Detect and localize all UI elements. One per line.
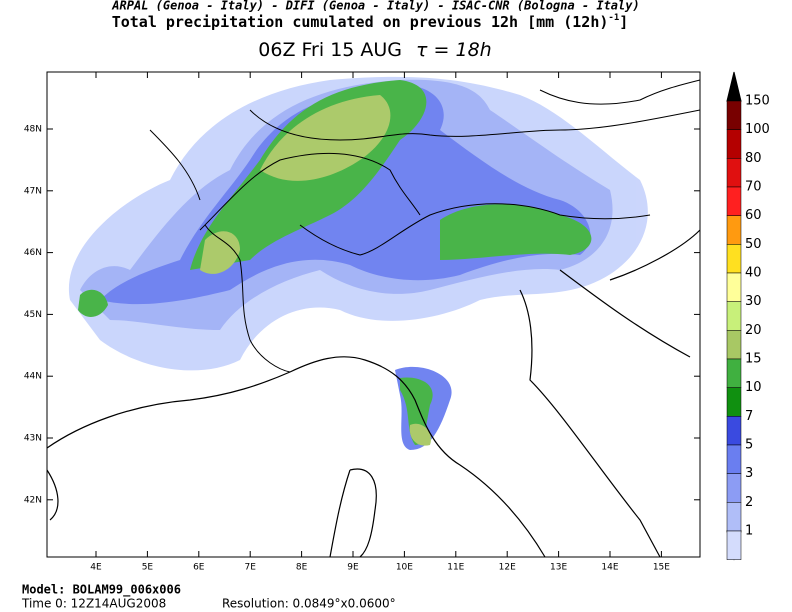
lat-label: 45N bbox=[24, 310, 42, 320]
colorbar-box bbox=[726, 272, 742, 302]
colorbar-label: 100 bbox=[745, 122, 770, 137]
colorbar-label: 1 bbox=[745, 524, 753, 539]
footer-model: Model: BOLAM99_006x006 bbox=[22, 583, 181, 598]
lon-label: 8E bbox=[296, 563, 308, 573]
lat-label: 47N bbox=[24, 186, 42, 196]
lon-label: 9E bbox=[347, 563, 359, 573]
title-main: Total precipitation cumulated on previou… bbox=[112, 13, 609, 31]
colorbar-box bbox=[726, 330, 742, 360]
colorbar: 150 100 80 70 60 50 40 30 20 15 10 7 5 3 2 1 bbox=[726, 71, 770, 561]
colorbar-label: 7 bbox=[745, 409, 753, 424]
lon-label: 6E bbox=[193, 563, 205, 573]
colorbar-label: 70 bbox=[745, 180, 762, 195]
credits: ARPAL (Genoa - Italy) - DIFI (Genoa - It… bbox=[111, 0, 639, 13]
colorbar-label: 40 bbox=[745, 266, 762, 281]
colorbar-box bbox=[726, 301, 742, 331]
title: Total precipitation cumulated on previou… bbox=[112, 13, 629, 31]
colorbar-box bbox=[726, 387, 742, 417]
lon-label: 4E bbox=[90, 563, 102, 573]
lon-label: 5E bbox=[142, 563, 154, 573]
colorbar-label: 20 bbox=[745, 323, 762, 338]
colorbar-label: 30 bbox=[745, 294, 762, 309]
lat-label: 42N bbox=[24, 495, 42, 505]
colorbar-label: 80 bbox=[745, 151, 762, 166]
lat-label: 43N bbox=[24, 434, 42, 444]
colorbar-label: 3 bbox=[745, 466, 753, 481]
colorbar-box bbox=[726, 244, 742, 274]
colorbar-box bbox=[726, 473, 742, 503]
colorbar-box bbox=[726, 158, 742, 188]
lon-label: 14E bbox=[601, 563, 618, 573]
colorbar-label: 5 bbox=[745, 438, 753, 453]
colorbar-label: 50 bbox=[745, 237, 762, 252]
colorbar-top bbox=[726, 71, 742, 102]
precip bbox=[68, 76, 648, 450]
lat-label: 46N bbox=[24, 248, 42, 258]
colorbar-box bbox=[726, 444, 742, 474]
tau: τ = 18h bbox=[416, 39, 492, 61]
valid-date: 06Z Fri 15 AUG bbox=[258, 39, 402, 61]
colorbar-box bbox=[726, 530, 742, 560]
lon-label: 12E bbox=[499, 563, 516, 573]
colorbar-label: 60 bbox=[745, 208, 762, 223]
colorbar-label: 150 bbox=[745, 94, 770, 109]
colorbar-box bbox=[726, 215, 742, 245]
lon-label: 7E bbox=[244, 563, 256, 573]
valid-time: 06Z Fri 15 AUG τ = 18h bbox=[258, 39, 491, 61]
coastlines bbox=[46, 229, 701, 558]
colorbar-box bbox=[726, 416, 742, 446]
lon-label: 13E bbox=[550, 563, 567, 573]
colorbar-label: 10 bbox=[745, 380, 762, 395]
lat-label: 44N bbox=[24, 372, 42, 382]
lat-label: 48N bbox=[24, 125, 42, 135]
title-end: ] bbox=[619, 13, 628, 31]
colorbar-box bbox=[726, 186, 742, 216]
colorbar-box bbox=[726, 502, 742, 532]
borders bbox=[149, 79, 701, 373]
colorbar-box bbox=[726, 358, 742, 388]
footer-resolution: Resolution: 0.0849°x0.0600° bbox=[222, 597, 396, 611]
title-sup: -1 bbox=[608, 13, 619, 23]
colorbar-box bbox=[726, 100, 742, 130]
colorbar-box bbox=[726, 129, 742, 159]
colorbar-label: 15 bbox=[745, 352, 762, 367]
footer-time: Time 0: 12Z14AUG2008 bbox=[21, 597, 166, 611]
colorbar-label: 2 bbox=[745, 495, 753, 510]
lon-label: 10E bbox=[396, 563, 413, 573]
map: 4E 5E 6E 7E 8E 9E 10E 11E 12E 13E 14E 15E 48N 47N 46N 4… bbox=[24, 71, 701, 573]
lon-label: 15E bbox=[653, 563, 670, 573]
lon-label: 11E bbox=[447, 563, 464, 573]
